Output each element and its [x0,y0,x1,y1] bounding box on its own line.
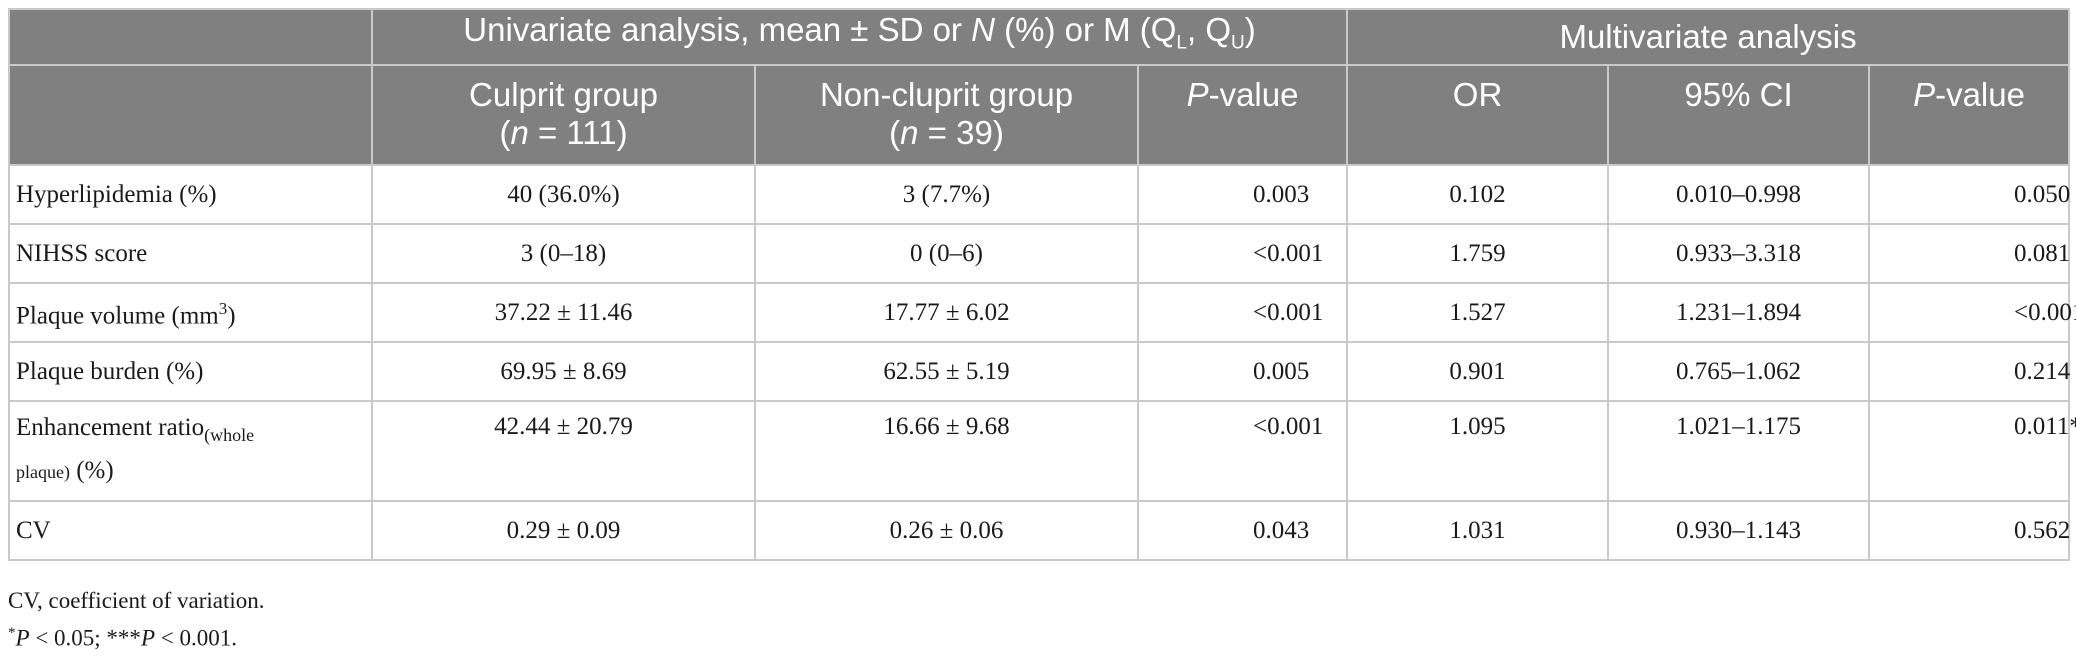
table-row: Plaque volume (mm3) 37.22 ± 11.46 17.77 … [8,282,2076,343]
univariate-pvalue: 0.005 [1136,341,1349,402]
culprit-group-header: Culprit group (n = 111) [371,64,756,166]
nonculprit-value: 17.77 ± 6.02 [754,282,1139,343]
header-blank-cell-2 [8,64,373,166]
multivariate-pvalue: 0.214 [1868,341,2070,402]
table-row: NIHSS score 3 (0–18) 0 (0–6) <0.001 1.75… [8,223,2070,284]
univariate-header: Univariate analysis, mean ± SD or N (%) … [370,8,1349,66]
row-label: Plaque volume (mm3) [8,282,373,343]
culprit-value: 0.29 ± 0.09 [371,500,756,561]
culprit-value: 37.22 ± 11.46 [371,282,756,343]
multivariate-pvalue-header: P-value [1868,64,2071,166]
or-value: 0.102 [1346,164,1610,225]
or-value: 0.901 [1346,341,1610,402]
table-row: Hyperlipidemia (%) 40 (36.0%) 3 (7.7%) 0… [8,164,2070,225]
multivariate-pvalue: 0.081 [1868,223,2070,284]
multivariate-header: Multivariate analysis [1346,8,2071,66]
ci-value: 1.231–1.894 [1607,282,1871,343]
nonculprit-group-header: Non-cluprit group (n = 39) [754,64,1139,166]
ci-header: 95% CI [1607,64,1871,166]
univariate-pvalue: <0.001 [1136,223,1349,284]
ci-value: 0.010–0.998 [1607,164,1871,225]
ci-value: 0.930–1.143 [1607,500,1871,561]
multivariate-pvalue: <0.001*** [1868,282,2076,343]
row-label: CV [8,500,373,561]
ci-value: 1.021–1.175 [1607,400,1871,502]
multivariate-pvalue: 0.050 [1868,164,2070,225]
row-label: Plaque burden (%) [8,341,373,402]
univariate-pvalue: 0.003 [1136,164,1349,225]
ci-value: 0.765–1.062 [1607,341,1871,402]
culprit-value: 3 (0–18) [371,223,756,284]
univariate-pvalue: <0.001 [1136,282,1349,343]
culprit-value: 42.44 ± 20.79 [371,400,756,502]
culprit-value: 69.95 ± 8.69 [371,341,756,402]
nonculprit-value: 0 (0–6) [754,223,1139,284]
nonculprit-value: 62.55 ± 5.19 [754,341,1139,402]
table-row: CV 0.29 ± 0.09 0.26 ± 0.06 0.043 1.031 0… [8,500,2070,561]
header-row-1: Univariate analysis, mean ± SD or N (%) … [8,8,2071,66]
row-label: Enhancement ratio(whole plaque) (%) [8,400,373,502]
univariate-pvalue-header: P-value [1136,64,1349,166]
or-value: 1.759 [1346,223,1610,284]
footnote-significance: *P < 0.05; ***P < 0.001. [8,625,237,651]
or-value: 1.527 [1346,282,1610,343]
or-header: OR [1346,64,1610,166]
culprit-value: 40 (36.0%) [371,164,756,225]
or-value: 1.031 [1346,500,1610,561]
header-blank-cell [8,8,373,66]
univariate-pvalue: 0.043 [1136,500,1349,561]
table-row: Plaque burden (%) 69.95 ± 8.69 62.55 ± 5… [8,341,2070,402]
univariate-pvalue: <0.001 [1136,400,1349,502]
ci-value: 0.933–3.318 [1607,223,1871,284]
or-value: 1.095 [1346,400,1610,502]
results-table: Univariate analysis, mean ± SD or N (%) … [8,8,2076,561]
row-label: NIHSS score [8,223,373,284]
nonculprit-value: 16.66 ± 9.68 [754,400,1139,502]
footnote-abbreviation: CV, coefficient of variation. [8,588,265,613]
header-row-2: Culprit group (n = 111) Non-cluprit group… [8,64,2071,166]
nonculprit-value: 3 (7.7%) [754,164,1139,225]
table-row: Enhancement ratio(whole plaque) (%) 42.44… [8,400,2076,502]
row-label: Hyperlipidemia (%) [8,164,373,225]
nonculprit-value: 0.26 ± 0.06 [754,500,1139,561]
multivariate-pvalue: 0.562 [1868,500,2070,561]
multivariate-pvalue: 0.011* [1868,400,2076,502]
